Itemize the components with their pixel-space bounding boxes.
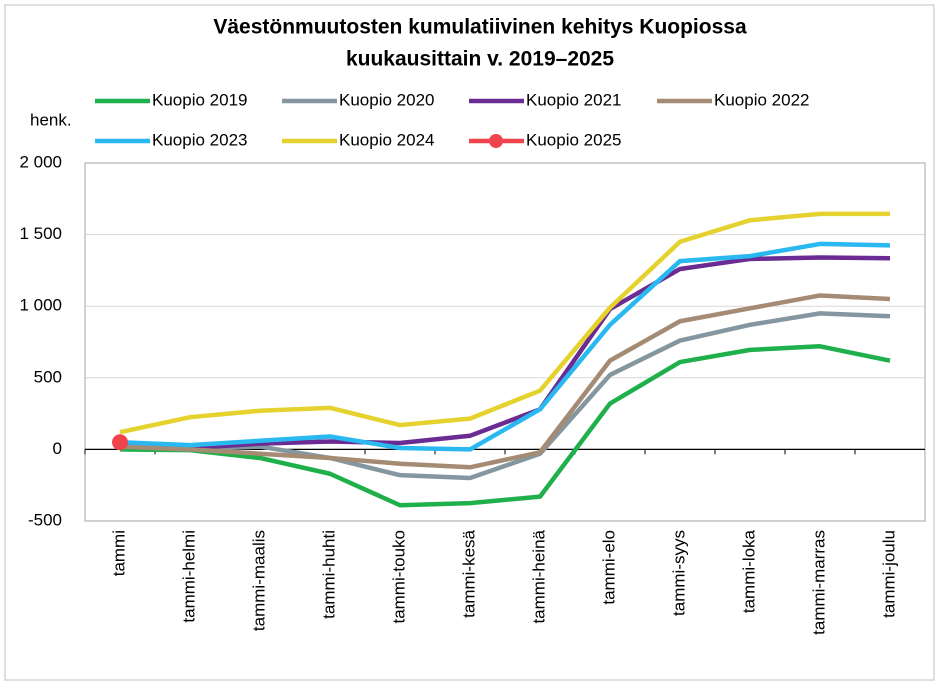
series-line xyxy=(119,211,890,435)
x-tick-label: tammi xyxy=(109,530,128,576)
x-tick-label: tammi-kesä xyxy=(459,529,478,617)
y-tick-label: 0 xyxy=(53,439,62,458)
y-axis-label: henk. xyxy=(30,110,72,129)
legend-marker xyxy=(489,134,503,148)
legend-label: Kuopio 2021 xyxy=(526,90,621,109)
x-tick-label: tammi-maalis xyxy=(249,530,268,631)
legend-label: Kuopio 2020 xyxy=(339,90,434,109)
legend-label: Kuopio 2025 xyxy=(526,130,621,149)
chart-frame xyxy=(4,4,935,681)
x-tick-label: tammi-huhti xyxy=(319,530,338,619)
y-tick-label: 2 000 xyxy=(19,152,62,171)
chart-title: Väestönmuutosten kumulatiivinen kehitys … xyxy=(213,16,747,39)
y-tick-label: 1 000 xyxy=(19,296,62,315)
legend-label: Kuopio 2023 xyxy=(152,130,247,149)
series-line xyxy=(119,241,891,452)
x-tick-label: tammi-touko xyxy=(389,530,408,624)
x-tick-label: tammi-loka xyxy=(739,529,758,613)
y-tick-label: 500 xyxy=(34,367,62,386)
y-tick-label: -500 xyxy=(28,510,62,529)
y-tick-label: 1 500 xyxy=(19,224,62,243)
series-marker xyxy=(112,434,128,451)
x-tick-label: tammi-marras xyxy=(809,530,828,635)
x-tick-label: tammi-heinä xyxy=(529,529,548,623)
series-line xyxy=(119,344,891,508)
plot-frame xyxy=(84,162,926,522)
legend-label: Kuopio 2019 xyxy=(152,90,247,109)
chart-title: kuukausittain v. 2019–2025 xyxy=(346,48,614,71)
legend-label: Kuopio 2022 xyxy=(714,90,809,109)
series-line xyxy=(119,293,891,470)
series-line xyxy=(119,311,891,481)
x-tick-label: tammi-syys xyxy=(669,530,688,616)
x-tick-label: tammi-joulu xyxy=(879,530,898,618)
series-line xyxy=(119,255,891,451)
x-tick-label: tammi-elo xyxy=(599,530,618,605)
legend-label: Kuopio 2024 xyxy=(339,130,434,149)
x-tick-label: tammi-helmi xyxy=(179,530,198,623)
